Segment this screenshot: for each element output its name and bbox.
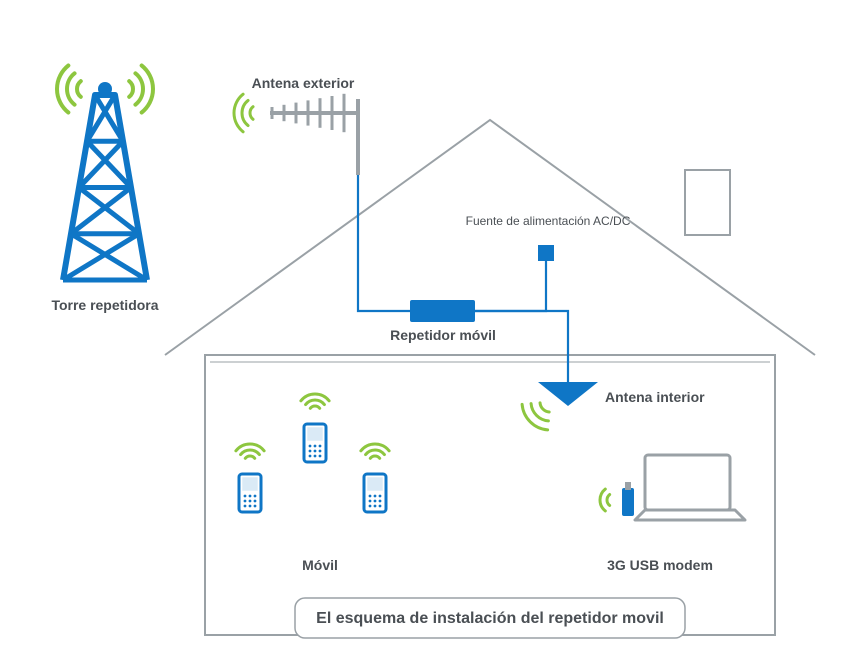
phone-icon <box>304 424 326 462</box>
int-antenna-label: Antena interior <box>605 389 705 405</box>
title-label: El esquema de instalación del repetidor … <box>316 610 664 627</box>
cables <box>358 175 568 382</box>
ext-antenna-label: Antena exterior <box>252 75 355 91</box>
psu-label: Fuente de alimentación AC/DC <box>466 214 631 228</box>
repeater-label: Repetidor móvil <box>390 327 496 343</box>
phone-icon <box>239 474 261 512</box>
laptop-modem-icon <box>622 455 745 520</box>
modem-label: 3G USB modem <box>607 557 713 573</box>
interior-antenna-icon <box>538 382 598 406</box>
exterior-antenna-icon <box>270 94 358 175</box>
tower-icon <box>63 82 147 280</box>
repeater-icon <box>410 300 475 322</box>
tower-label: Torre repetidora <box>51 297 158 313</box>
phone-icon <box>364 474 386 512</box>
house <box>165 120 815 635</box>
psu-icon <box>538 245 554 261</box>
mobile-label: Móvil <box>302 557 338 573</box>
